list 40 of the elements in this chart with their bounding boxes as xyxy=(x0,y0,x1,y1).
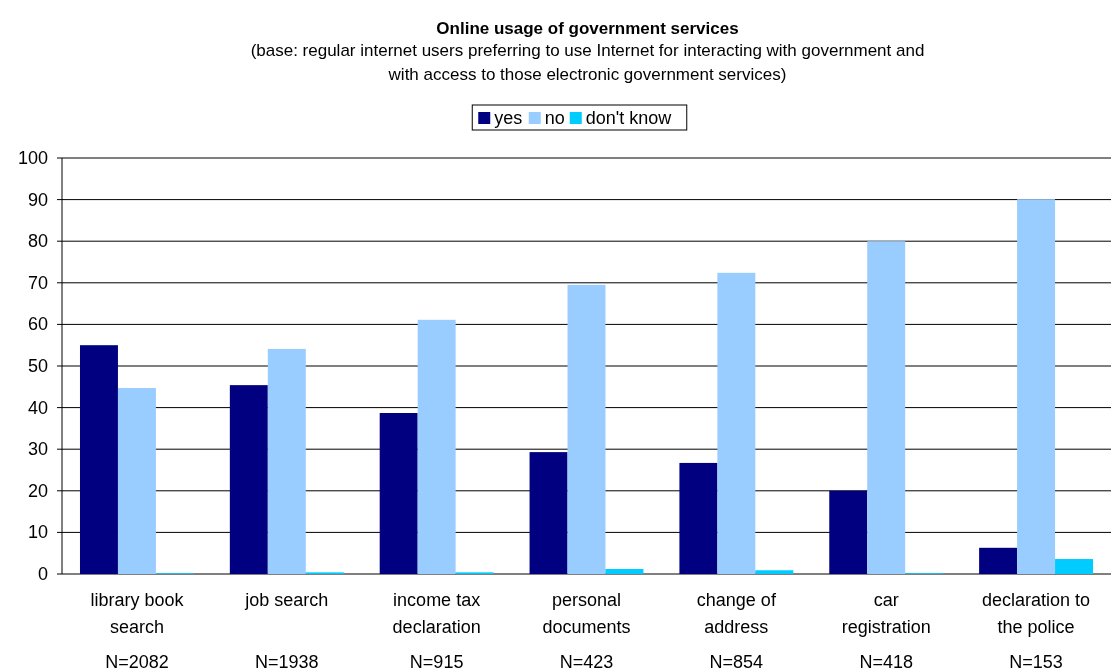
y-tick-label: 30 xyxy=(27,439,48,460)
y-tick-label: 50 xyxy=(27,356,48,376)
bar xyxy=(979,547,1018,574)
bar xyxy=(417,319,456,574)
y-tick-label: 20 xyxy=(27,480,48,501)
x-tick-label: change of address N=854 xyxy=(696,590,777,671)
bar xyxy=(605,569,644,574)
x-tick-label: library book search N=2082 xyxy=(90,590,185,671)
bar xyxy=(755,570,794,574)
bar xyxy=(117,388,156,574)
legend-label: no xyxy=(544,108,565,128)
chart-title: Online usage of government services xyxy=(436,19,739,38)
y-tick-label: 70 xyxy=(27,272,48,293)
chart-subtitle: (base: regular internet users preferring to use Internet for interacting with government and with access to those electronic government services) xyxy=(250,41,925,84)
bar xyxy=(267,348,306,574)
bar xyxy=(79,345,118,574)
bar xyxy=(529,452,568,574)
y-tick-label: 100 xyxy=(17,148,48,168)
bar xyxy=(679,462,718,574)
category-label: job search N=1938 xyxy=(245,590,329,671)
bar xyxy=(867,241,906,574)
bar xyxy=(1055,559,1094,574)
x-tick-label: income tax declaration N=915 xyxy=(392,590,481,671)
legend-label: yes xyxy=(494,108,523,128)
y-tick-label: 0 xyxy=(37,564,48,584)
bar xyxy=(229,385,268,574)
y-tick-label: 80 xyxy=(27,231,48,252)
bar xyxy=(567,284,606,574)
y-tick-label: 10 xyxy=(27,522,48,543)
y-tick-label: 90 xyxy=(27,189,48,210)
y-tick-label: 60 xyxy=(27,314,48,335)
bar xyxy=(717,272,756,574)
bar xyxy=(829,490,868,574)
x-tick-label: car registration N=418 xyxy=(841,590,931,671)
x-tick-label: personal documents N=423 xyxy=(542,590,631,671)
bar xyxy=(379,413,418,574)
x-tick-label: declaration to the police N=153 xyxy=(982,590,1091,671)
y-tick-label: 40 xyxy=(27,397,48,418)
bar xyxy=(1017,199,1056,574)
legend-label: don't know xyxy=(585,108,673,128)
